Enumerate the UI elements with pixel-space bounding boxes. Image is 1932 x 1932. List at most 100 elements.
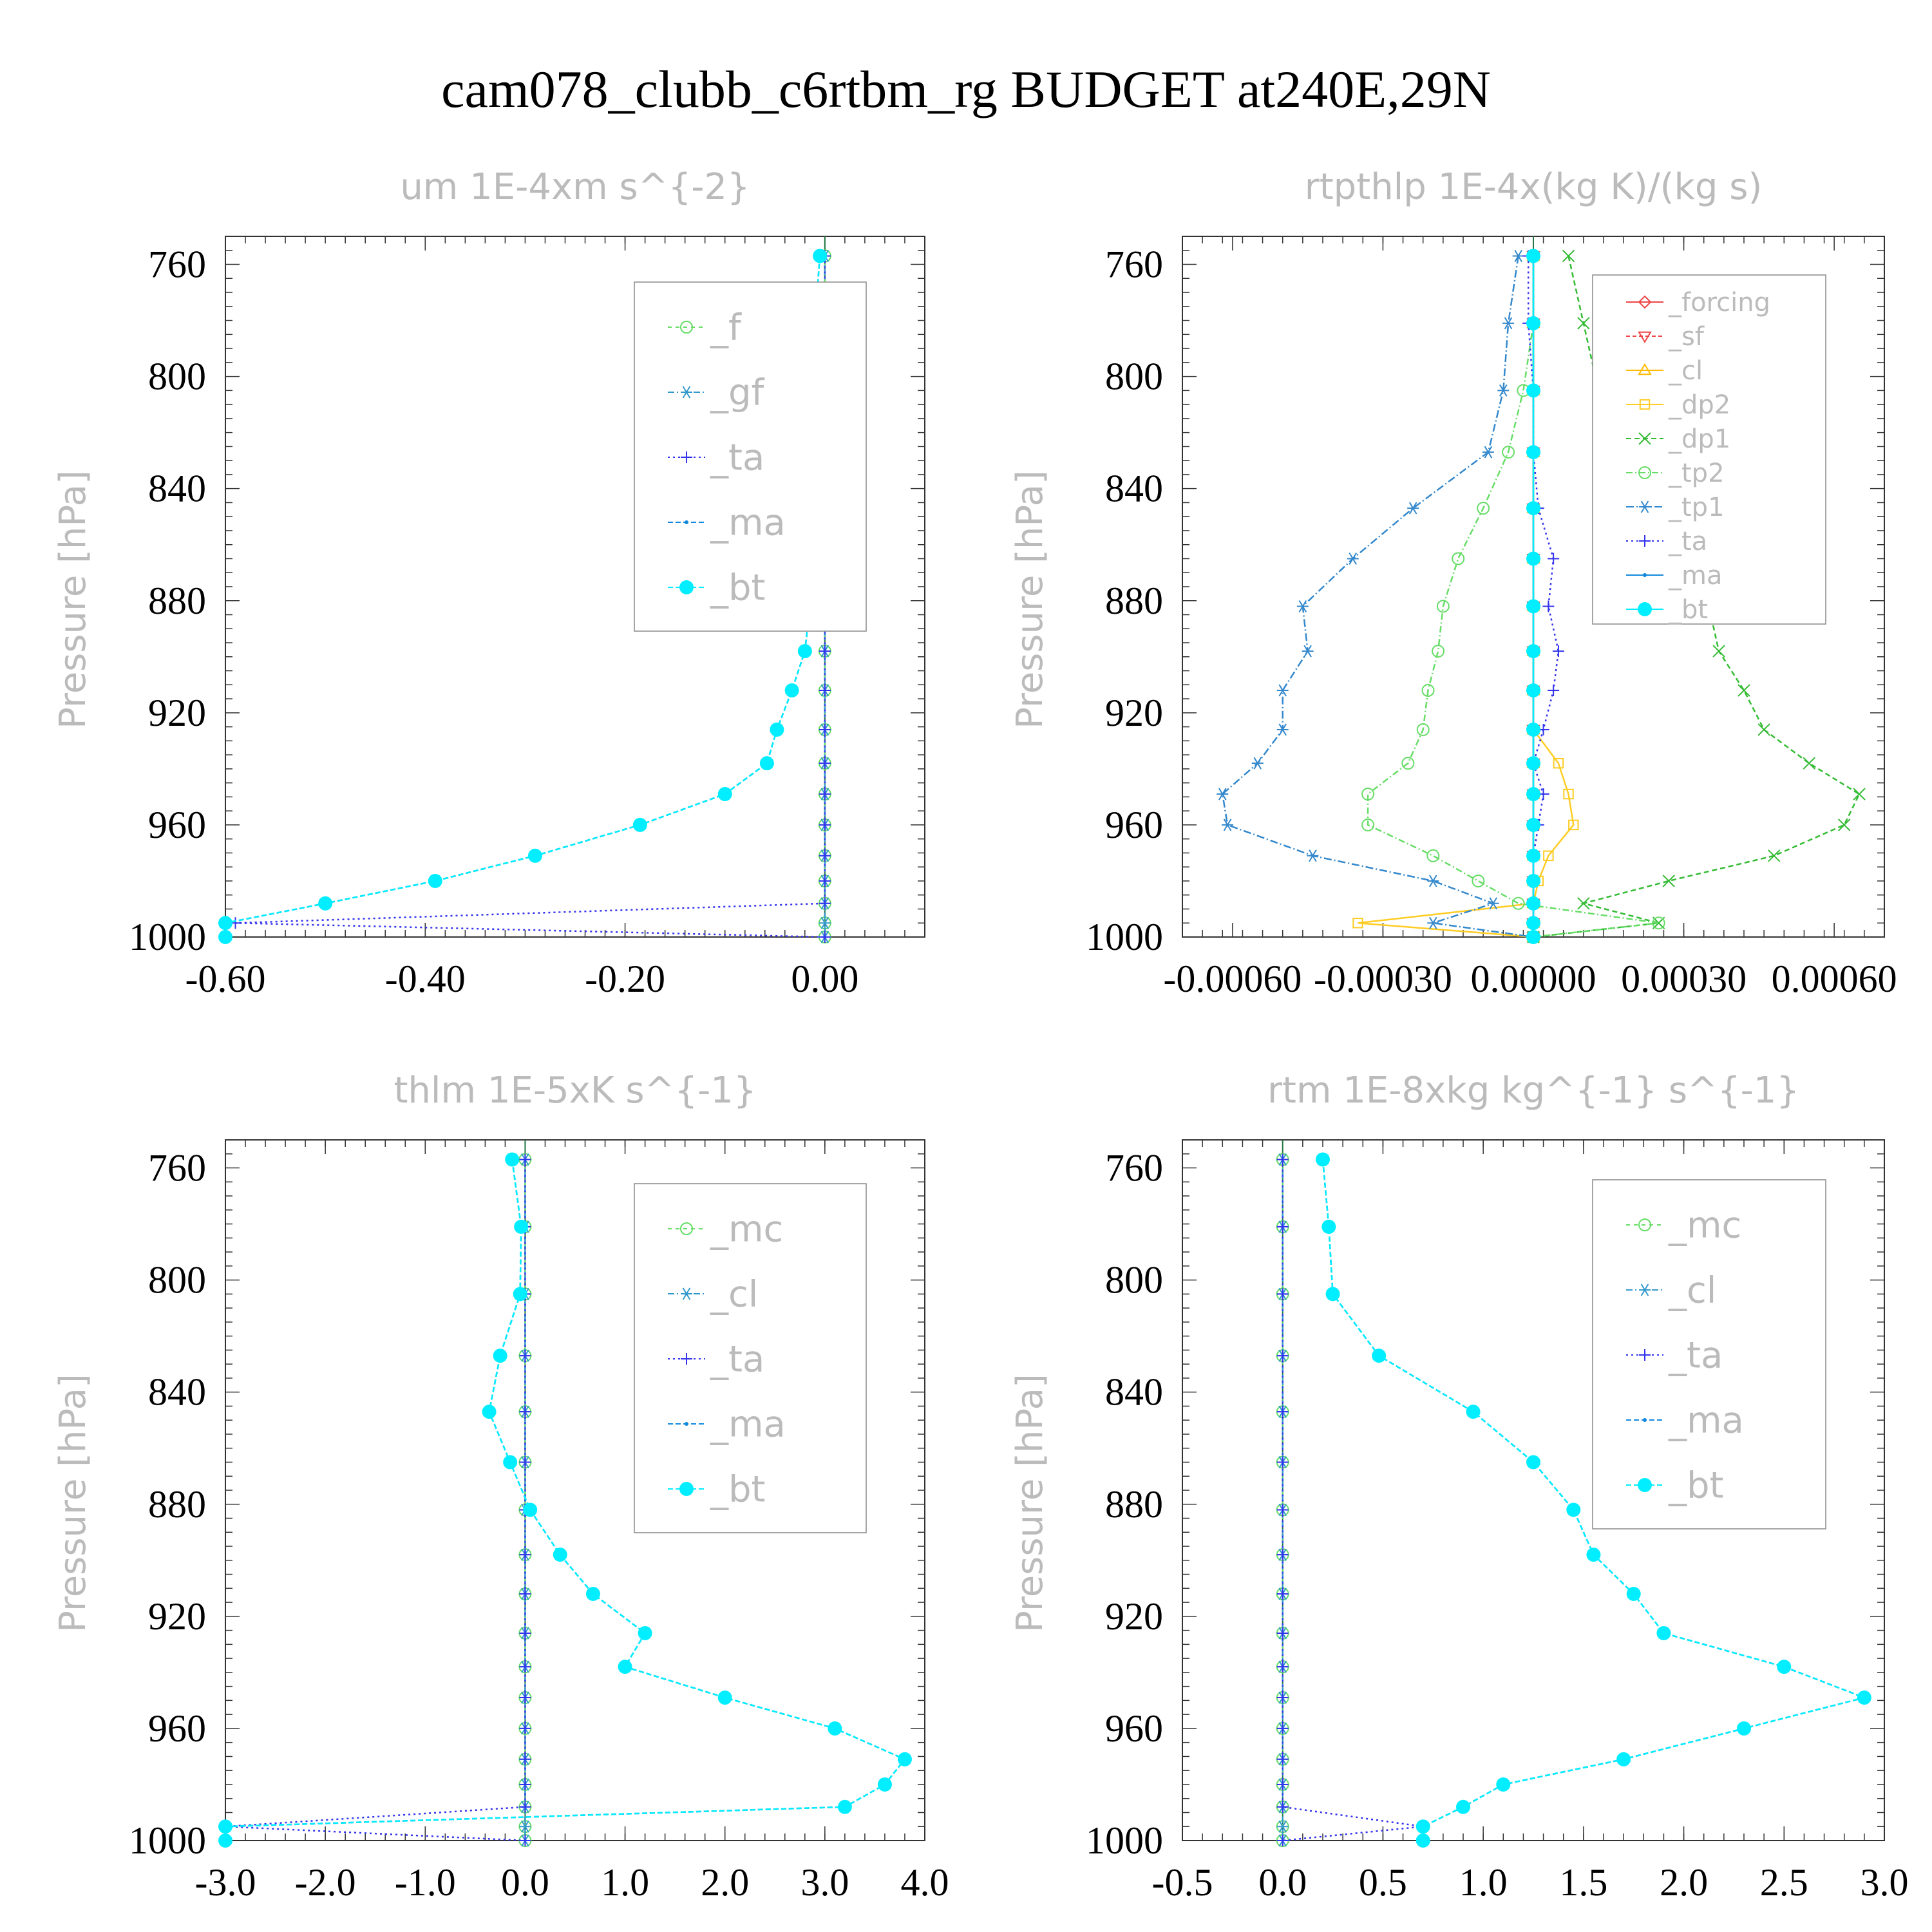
data-point <box>638 1625 652 1640</box>
legend-swatch-marker <box>681 1353 692 1365</box>
legend-entry-label: _tp2 <box>1668 459 1725 488</box>
y-tick-label: 960 <box>1105 804 1163 846</box>
data-point <box>1511 896 1525 910</box>
legend-entry-label: _cl <box>710 1274 758 1316</box>
chart-panel-2: rtpthlp 1E-4x(kg K)/(kg s) Pressure [hPa]… <box>1009 166 1897 1000</box>
data-point <box>1222 819 1234 831</box>
legend: _f _gf _ta _ma _bt <box>634 281 867 632</box>
data-point <box>519 1627 531 1639</box>
data-point <box>514 1219 529 1234</box>
data-point <box>1526 930 1540 944</box>
chart-panel-4: rtm 1E-8xkg kg^{-1} s^{-1} Pressure [hPa]… <box>1009 1070 1909 1904</box>
data-point <box>218 916 232 931</box>
x-tick-label: -0.20 <box>585 958 665 1000</box>
data-point <box>819 819 831 831</box>
data-point <box>877 1777 892 1792</box>
data-point <box>1276 684 1289 697</box>
data-point <box>1526 249 1540 263</box>
data-point <box>1276 1153 1289 1166</box>
data-point <box>1526 551 1540 566</box>
data-point <box>523 1502 538 1517</box>
legend: _mc _cl _ta _ma _bt <box>1592 1179 1826 1530</box>
x-tick-label: 0.0 <box>1258 1861 1307 1904</box>
y-tick-label: 880 <box>1105 1483 1163 1526</box>
data-point <box>1526 873 1540 888</box>
series-ta <box>220 1153 531 1846</box>
series-ta <box>1522 250 1564 943</box>
panel-title: rtpthlp 1E-4x(kg K)/(kg s) <box>1305 166 1763 208</box>
data-point <box>1502 446 1515 459</box>
data-point <box>519 1661 531 1673</box>
y-tick-label: 880 <box>148 1483 206 1526</box>
data-point <box>1321 1219 1336 1234</box>
series-line <box>225 1159 526 1842</box>
data-point <box>1496 1777 1511 1792</box>
data-point <box>1276 1406 1289 1418</box>
data-point <box>1838 819 1851 831</box>
data-point <box>819 788 831 800</box>
legend-swatch-marker <box>1638 466 1651 479</box>
data-point <box>1738 684 1750 697</box>
series-bt <box>1526 249 1540 944</box>
data-point <box>1526 316 1540 330</box>
legend-entry-label: _gf <box>710 372 765 414</box>
x-tick-label: -3.0 <box>195 1861 256 1904</box>
x-tick-label: 2.5 <box>1760 1861 1808 1904</box>
legend-swatch-marker <box>1638 432 1651 445</box>
legend-swatch-marker <box>1638 1478 1652 1492</box>
data-point <box>1361 818 1375 831</box>
legend-swatch-marker <box>1639 399 1651 410</box>
data-point <box>218 1833 232 1848</box>
data-point <box>1276 1820 1289 1833</box>
data-point <box>1421 684 1435 697</box>
data-point <box>1568 819 1579 831</box>
x-tick-label: 3.0 <box>1861 1861 1909 1904</box>
y-tick-label: 920 <box>148 692 206 734</box>
data-point <box>1526 916 1540 931</box>
data-point <box>1427 875 1439 887</box>
data-point <box>759 756 774 771</box>
legend-swatch-marker <box>1638 295 1652 309</box>
x-tick-label: 0.0 <box>501 1861 549 1904</box>
x-tick-label: 1.0 <box>601 1861 649 1904</box>
y-tick-label: 800 <box>1105 355 1163 398</box>
data-point <box>1276 1801 1289 1813</box>
series-ta <box>1276 1153 1429 1846</box>
data-point <box>503 1455 518 1470</box>
x-tick-label: -0.00030 <box>1314 958 1452 1000</box>
data-point <box>1432 645 1445 658</box>
data-point <box>428 873 442 888</box>
data-point <box>1552 645 1564 658</box>
legend-entry-label: _tp1 <box>1668 493 1725 522</box>
legend-swatch-marker <box>681 451 692 463</box>
data-point <box>1526 787 1540 802</box>
data-point <box>819 875 831 887</box>
data-point <box>1361 788 1375 801</box>
legend-entry-label: _ma <box>710 502 786 544</box>
y-axis-label: Pressure [hPa] <box>1009 1374 1051 1633</box>
data-point <box>1302 645 1314 658</box>
data-point <box>1803 757 1815 770</box>
data-point <box>1426 849 1440 862</box>
data-point <box>1276 1661 1289 1673</box>
x-tick-label: 4.0 <box>901 1861 949 1904</box>
data-point <box>1472 874 1485 887</box>
data-point <box>1416 723 1430 736</box>
data-point <box>1276 1588 1289 1600</box>
data-point <box>819 685 831 697</box>
data-point <box>513 1287 527 1302</box>
x-tick-label: 3.0 <box>800 1861 849 1904</box>
x-tick-label: 1.5 <box>1559 1861 1607 1904</box>
x-tick-label: -2.0 <box>295 1861 356 1904</box>
data-point <box>1276 1778 1289 1790</box>
data-point <box>519 1722 531 1734</box>
legend-swatch-marker <box>1639 535 1651 547</box>
data-point <box>1477 502 1490 515</box>
legend-entry-label: _forcing <box>1668 288 1770 317</box>
data-point <box>828 1721 842 1736</box>
data-point <box>1543 850 1554 861</box>
data-point <box>1452 552 1465 565</box>
data-point <box>505 1152 520 1167</box>
data-point <box>1857 1690 1871 1705</box>
data-point <box>1276 1692 1289 1704</box>
